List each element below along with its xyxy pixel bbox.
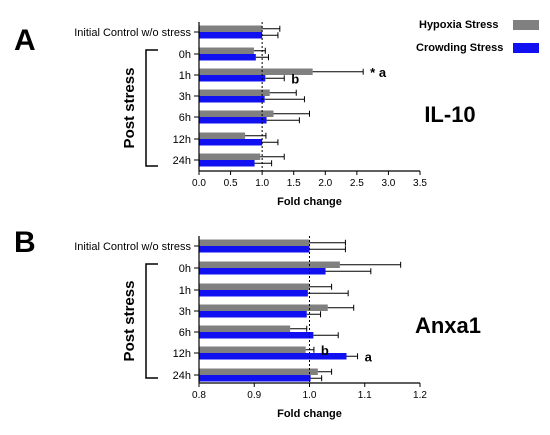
bar-crowding xyxy=(199,268,326,275)
bar-crowding xyxy=(199,160,255,167)
category-label: 24h xyxy=(173,155,191,167)
legend-label-hypoxia: Hypoxia Stress xyxy=(419,19,498,31)
bar-crowding xyxy=(199,32,263,39)
x-tick-label: 2.5 xyxy=(350,178,364,189)
bar-hypoxia xyxy=(199,368,318,375)
bar-crowding xyxy=(199,290,308,297)
bar-hypoxia xyxy=(199,110,274,117)
significance-annotation: a xyxy=(365,349,373,364)
gene-label: IL-10 xyxy=(424,102,475,127)
category-label: 3h xyxy=(179,306,191,318)
legend-swatch-hypoxia xyxy=(513,20,539,30)
bar-hypoxia xyxy=(199,304,328,311)
post-stress-bracket xyxy=(145,263,158,379)
bar-hypoxia xyxy=(199,25,263,32)
bar-hypoxia xyxy=(199,89,270,96)
x-tick-label: 1.5 xyxy=(287,178,301,189)
category-label: Initial Control w/o stress xyxy=(74,241,191,253)
category-label: 6h xyxy=(179,112,191,124)
post-stress-label: Post stress xyxy=(121,68,138,149)
category-label: 12h xyxy=(173,134,191,146)
panel-a-chart: A Initial Control w/o stress 0h 1h 3h 6h 12h 24… xyxy=(14,22,476,208)
panel-letter: B xyxy=(14,226,36,259)
category-label: 6h xyxy=(179,327,191,339)
x-axis-title: Fold change xyxy=(277,196,342,208)
bar-crowding xyxy=(199,117,267,124)
bar-crowding xyxy=(199,54,256,61)
x-tick-label: 1.0 xyxy=(303,390,317,401)
bar-hypoxia xyxy=(199,153,261,160)
category-label: 1h xyxy=(179,70,191,82)
bar-hypoxia xyxy=(199,239,310,246)
x-tick-label: 3.5 xyxy=(413,178,427,189)
significance-annotation: * a xyxy=(370,65,387,80)
legend-label-crowding: Crowding Stress xyxy=(416,42,503,54)
x-tick-label: 1.0 xyxy=(255,178,269,189)
category-label: Initial Control w/o stress xyxy=(74,27,191,39)
category-label: 0h xyxy=(179,49,191,61)
panel-b-chart: B Initial Control w/o stress 0h 1h 3h 6h 12h 24… xyxy=(14,226,481,420)
x-tick-label: 0.9 xyxy=(247,390,261,401)
gene-label: Anxa1 xyxy=(415,313,481,338)
bar-hypoxia xyxy=(199,68,313,75)
bar-hypoxia xyxy=(199,325,291,332)
category-label: 1h xyxy=(179,285,191,297)
bar-crowding xyxy=(199,375,311,382)
category-label: 0h xyxy=(179,263,191,275)
bar-crowding xyxy=(199,311,307,318)
legend-swatch-crowding xyxy=(513,43,539,53)
bar-crowding xyxy=(199,96,265,103)
bar-hypoxia xyxy=(199,47,254,54)
category-label: 12h xyxy=(173,348,191,360)
category-label: 24h xyxy=(173,370,191,382)
post-stress-label: Post stress xyxy=(121,281,138,362)
significance-annotation: b xyxy=(291,71,299,86)
bar-crowding xyxy=(199,353,347,360)
bar-hypoxia xyxy=(199,132,246,139)
x-tick-label: 1.1 xyxy=(358,390,372,401)
x-tick-label: 0.8 xyxy=(192,390,206,401)
x-tick-label: 1.2 xyxy=(413,390,427,401)
bar-crowding xyxy=(199,139,263,146)
significance-annotation: b xyxy=(321,343,329,358)
x-tick-label: 2.0 xyxy=(318,178,332,189)
x-tick-label: 0.0 xyxy=(192,178,206,189)
bar-hypoxia xyxy=(199,283,310,290)
category-label: 3h xyxy=(179,91,191,103)
legend: Hypoxia Stress Crowding Stress xyxy=(416,19,539,54)
bar-hypoxia xyxy=(199,261,340,268)
bar-crowding xyxy=(199,75,266,82)
bar-crowding xyxy=(199,246,310,253)
x-tick-label: 0.5 xyxy=(224,178,238,189)
post-stress-bracket xyxy=(145,49,158,167)
panel-letter: A xyxy=(14,24,36,57)
x-axis-title: Fold change xyxy=(277,408,342,420)
bar-crowding xyxy=(199,332,314,339)
x-tick-label: 3.0 xyxy=(381,178,395,189)
bar-hypoxia xyxy=(199,346,306,353)
